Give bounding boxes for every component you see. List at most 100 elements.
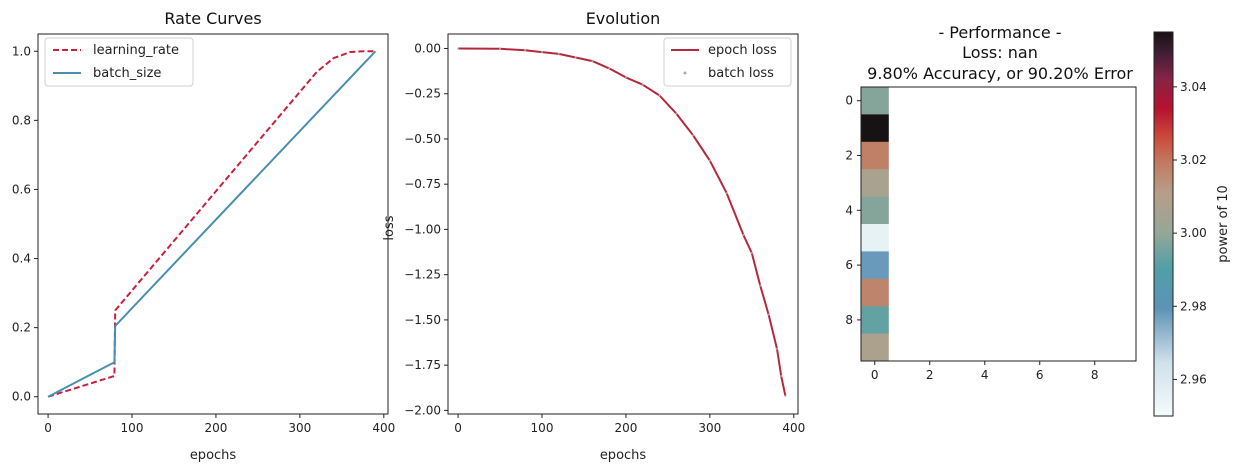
rate-curves-xlabel: epochs [190,448,237,463]
evolution-ticks: 0 100 200 300 400 0.00 −0.25 −0.50 −0.75 −1.00 −1.… [404,41,805,435]
heatmap-cell [861,87,889,115]
heatmap-xtick-label: 0 [871,368,879,382]
heatmap-cell [861,141,889,170]
rate-curves-ytick-label: 1.0 [12,44,31,58]
rate-curves-xtick-label: 300 [288,421,311,435]
evolution-xlabel: epochs [600,448,647,463]
evolution-legend: epoch loss batch loss [663,37,792,87]
evolution-point-batch-loss [725,192,728,195]
evolution-point-batch-loss [692,134,695,137]
evolution-frame [447,33,799,415]
evolution-panel: Evolution 0 100 200 300 400 0.00 −0.25 −0.50 −0.… [382,9,805,463]
heatmap-cell [861,333,889,362]
heatmap-cell [861,251,889,280]
evolution-ylabel: loss [382,215,397,240]
evolution-point-batch-loss [742,233,745,236]
evolution-ytick-label: −1.00 [404,222,441,236]
rate-curves-panel: Rate Curves 0 100 200 300 400 0.0 0.2 0.4 0.6 0.8… [12,9,395,463]
colorbar-tick-label: 3.04 [1180,80,1207,94]
evolution-ytick-label: 0.00 [414,41,441,55]
rate-curves-ytick-label: 0.8 [12,113,31,127]
rate-curves-xtick-label: 0 [44,421,52,435]
evolution-point-batch-loss [499,47,502,50]
evolution-point-batch-loss [608,67,611,70]
evolution-ytick-label: −1.25 [404,268,441,282]
colorbar-tick-label: 3.00 [1180,226,1207,240]
colorbar-tick-label: 2.98 [1180,299,1207,313]
evolution-point-batch-loss [574,56,577,59]
performance-title-line-3: 9.80% Accuracy, or 90.20% Error [867,64,1133,83]
heatmap-cell [861,224,889,252]
evolution-series [457,47,787,397]
evolution-point-batch-loss [658,94,661,97]
evolution-xtick-label: 100 [531,421,554,435]
performance-title-line-1: - Performance - [938,23,1061,42]
evolution-ytick-label: −0.50 [404,132,441,146]
rate-curves-line-batch-size [47,50,377,398]
evolution-point-batch-loss [750,251,753,254]
evolution-point-batch-loss [767,313,770,316]
evolution-ytick-label: −0.75 [404,177,441,191]
evolution-point-batch-loss [541,51,544,54]
rate-curves-legend: learning_rate batch_size [44,37,194,87]
heatmap-ytick-label: 6 [845,258,853,272]
heatmap-ticks: 0 2 4 6 8 0 2 4 6 8 [845,94,1098,382]
evolution-xtick-label: 400 [782,421,805,435]
legend-learning-rate-label: learning_rate [93,43,179,58]
heatmap-cell [861,114,889,143]
heatmap-xtick-label: 2 [926,368,934,382]
colorbar-label: power of 10 [1216,185,1231,263]
colorbar-frame [1153,31,1174,417]
rate-curves-ytick-label: 0.4 [12,252,31,266]
heatmap-xtick-label: 6 [1036,368,1044,382]
evolution-point-batch-loss [708,159,711,162]
evolution-point-batch-loss [641,83,644,86]
evolution-ytick-label: −2.00 [404,403,441,417]
evolution-ytick-label: −0.25 [404,87,441,101]
heatmap-ytick-label: 8 [845,313,853,327]
legend-batch-loss-label: batch loss [708,66,774,81]
rate-curves-title: Rate Curves [164,9,261,28]
evolution-point-batch-loss [675,112,678,115]
rate-curves-xtick-label: 400 [372,421,395,435]
heatmap-cell [861,169,889,197]
evolution-xtick-label: 200 [614,421,637,435]
evolution-xtick-label: 0 [454,421,462,435]
rate-curves-series [47,50,377,398]
heatmap-cell [861,278,889,307]
evolution-point-batch-loss [784,394,787,397]
evolution-ytick-label: −1.75 [404,358,441,372]
rate-curves-xtick-label: 100 [121,421,144,435]
heatmap-frame [860,86,1137,362]
colorbar-tick-label: 2.96 [1180,372,1207,386]
legend-epoch-loss-label: epoch loss [708,43,777,58]
rate-curves-line-learning-rate [47,50,376,398]
rate-curves-ytick-label: 0.2 [12,321,31,335]
performance-title-line-2: Loss: nan [962,43,1038,62]
evolution-point-batch-loss [776,347,779,350]
evolution-point-batch-loss [591,60,594,63]
rate-curves-xtick-label: 200 [204,421,227,435]
heatmap-xtick-label: 4 [981,368,989,382]
evolution-point-batch-loss [557,52,560,55]
evolution-point-batch-loss [524,49,527,52]
rate-curves-ytick-label: 0.0 [12,390,31,404]
rate-curves-ytick-label: 0.6 [12,182,31,196]
heatmap-cell [861,306,889,334]
heatmap-ytick-label: 0 [845,94,853,108]
colorbar-tick-label: 3.02 [1180,153,1207,167]
legend-batch-size-label: batch_size [93,66,161,81]
rate-curves-ticks: 0 100 200 300 400 0.0 0.2 0.4 0.6 0.8 1.0 [12,44,395,435]
evolution-line-epoch-loss [458,47,787,397]
evolution-point-batch-loss [624,76,627,79]
heatmap-cell [861,196,889,225]
rate-curves-legend-box [44,37,194,87]
evolution-point-batch-loss [780,375,783,377]
colorbar-ticks: 2.96 2.98 3.00 3.02 3.04 [1173,80,1207,386]
evolution-point-batch-loss [457,47,460,50]
colorbar [1154,32,1173,416]
performance-panel: - Performance - Loss: nan 9.80% Accuracy… [845,23,1231,417]
evolution-xtick-label: 300 [698,421,721,435]
rate-curves-frame [37,33,389,415]
